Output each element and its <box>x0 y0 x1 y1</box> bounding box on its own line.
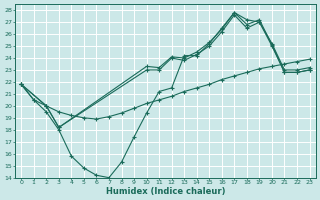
X-axis label: Humidex (Indice chaleur): Humidex (Indice chaleur) <box>106 187 225 196</box>
